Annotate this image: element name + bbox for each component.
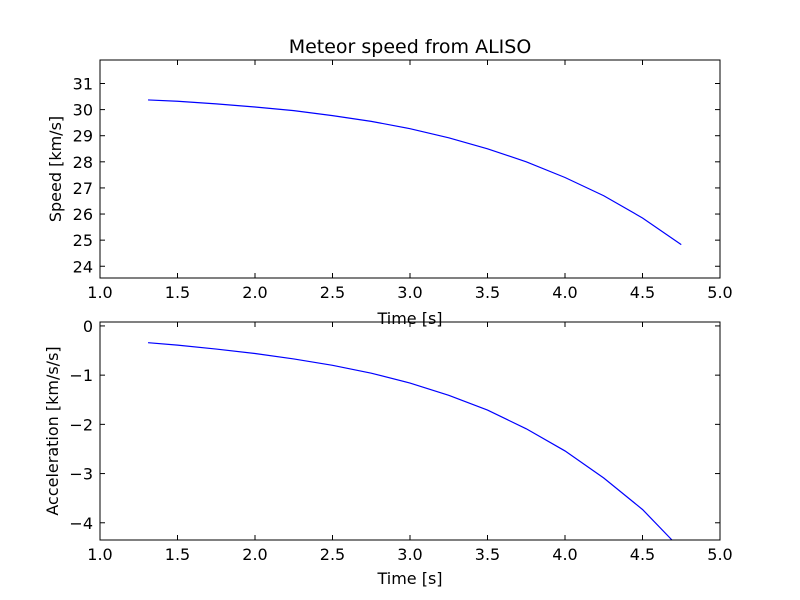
x-tick-label: 3.0 <box>397 545 422 564</box>
y-tick-label: 27 <box>73 179 93 198</box>
x-tick-label: 2.5 <box>320 545 345 564</box>
y-tick-label: 26 <box>73 205 93 224</box>
y-tick-label: 24 <box>73 257 93 276</box>
x-tick-label: 2.0 <box>242 283 267 302</box>
x-tick-label: 1.0 <box>87 283 112 302</box>
x-tick-label: 2.0 <box>242 545 267 564</box>
y-tick-label: −3 <box>69 465 93 484</box>
x-tick-label: 3.5 <box>475 283 500 302</box>
x-tick-label: 4.5 <box>630 545 655 564</box>
x-tick-label: 1.0 <box>87 545 112 564</box>
x-tick-label: 2.5 <box>320 283 345 302</box>
x-axis-label: Time [s] <box>376 309 442 328</box>
x-axis-label: Time [s] <box>376 569 442 588</box>
y-axis-label: Speed [km/s] <box>46 116 65 222</box>
x-tick-label: 4.0 <box>552 545 577 564</box>
x-tick-label: 3.5 <box>475 545 500 564</box>
y-tick-label: −2 <box>69 415 93 434</box>
x-tick-label: 3.0 <box>397 283 422 302</box>
y-tick-label: 0 <box>83 317 93 336</box>
y-tick-label: 29 <box>73 127 93 146</box>
x-tick-label: 5.0 <box>707 545 732 564</box>
y-tick-label: 31 <box>73 74 93 93</box>
y-tick-label: −1 <box>69 366 93 385</box>
x-tick-label: 4.0 <box>552 283 577 302</box>
y-tick-label: −4 <box>69 514 93 533</box>
y-tick-label: 30 <box>73 101 93 120</box>
speed-panel: 1.0 1.5 2.0 2.5 3.0 3.5 4.0 4.5 5.0 24 25 26 27 28 29 3… <box>46 36 733 328</box>
x-tick-label: 5.0 <box>707 283 732 302</box>
y-tick-label: 25 <box>73 231 93 250</box>
series-line <box>148 99 682 246</box>
chart-title: Meteor speed from ALISO <box>289 36 532 58</box>
x-tick-label: 1.5 <box>165 545 190 564</box>
x-tick-label: 1.5 <box>165 283 190 302</box>
y-axis-label: Acceleration [km/s/s] <box>43 346 62 515</box>
x-tick-label: 4.5 <box>630 283 655 302</box>
series-line <box>148 342 673 541</box>
y-tick-label: 28 <box>73 153 93 172</box>
acceleration-panel: 1.0 1.5 2.0 2.5 3.0 3.5 4.0 4.5 5.0 0 −1 −2 −3 −4 Time… <box>43 317 733 588</box>
